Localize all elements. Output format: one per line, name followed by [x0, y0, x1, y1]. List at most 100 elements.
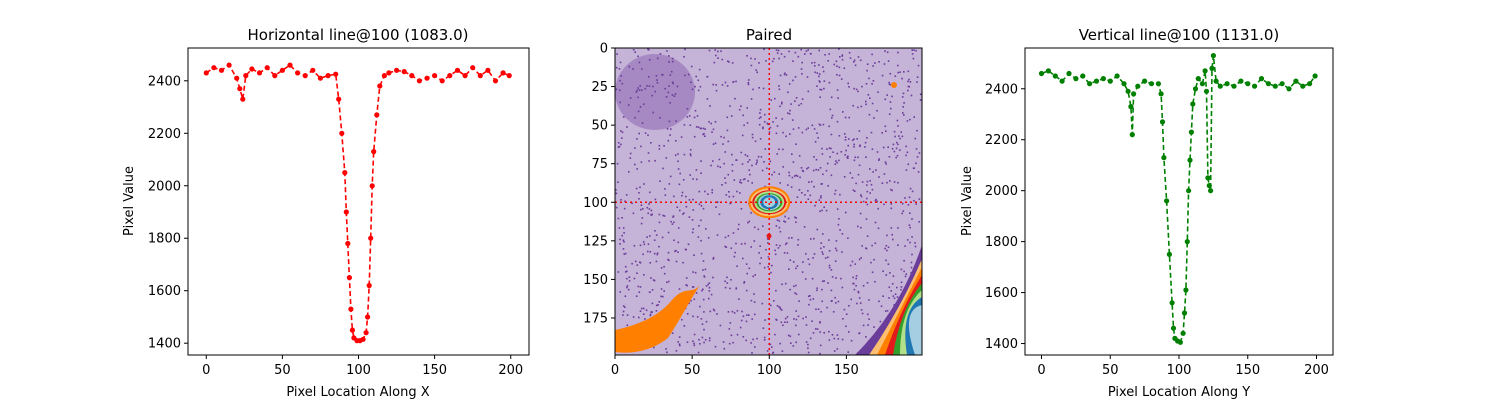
speckle	[700, 172, 702, 174]
speckle	[685, 248, 687, 251]
speckle	[667, 231, 670, 234]
speckle	[707, 237, 710, 239]
speckle	[783, 73, 786, 76]
speckle	[715, 54, 717, 57]
speckle	[760, 257, 762, 259]
speckle	[869, 97, 871, 99]
speckle	[795, 174, 798, 177]
speckle	[816, 289, 818, 292]
speckle	[836, 208, 839, 210]
speckle	[822, 123, 825, 126]
speckle	[731, 163, 734, 166]
speckle	[691, 231, 694, 234]
speckle	[702, 288, 704, 291]
vertical-plot-data-point	[1186, 188, 1192, 194]
speckle	[624, 306, 626, 308]
speckle	[784, 317, 787, 320]
speckle	[746, 314, 748, 316]
paired-image	[615, 48, 922, 355]
speckle	[847, 155, 849, 158]
speckle	[781, 350, 784, 352]
speckle	[852, 104, 854, 107]
speckle	[882, 270, 884, 272]
vertical-plot-xtick-label: 50	[1102, 363, 1119, 378]
speckle	[860, 257, 862, 259]
speckle	[807, 198, 810, 200]
speckle	[743, 282, 745, 284]
speckle	[750, 246, 752, 248]
speckle	[809, 53, 812, 55]
vertical-plot-marks	[1038, 53, 1318, 345]
speckle	[897, 71, 899, 74]
speckle	[715, 84, 717, 86]
speckle	[845, 325, 847, 328]
speckle	[861, 312, 864, 315]
speckle	[710, 122, 712, 125]
speckle	[885, 274, 888, 276]
horizontal-profile-plot: Horizontal line@100 (1083.0) 0 50 100 150 20…	[122, 26, 530, 400]
speckle	[830, 96, 833, 99]
speckle	[847, 144, 849, 147]
speckle	[724, 177, 726, 179]
speckle	[862, 285, 865, 287]
speckle	[902, 106, 904, 108]
speckle	[720, 50, 722, 52]
speckle	[644, 87, 647, 90]
speckle	[678, 183, 681, 186]
speckle	[786, 252, 789, 254]
speckle	[646, 85, 648, 87]
speckle	[785, 74, 788, 76]
speckle	[712, 308, 715, 311]
speckle	[807, 351, 810, 354]
speckle	[753, 293, 755, 295]
speckle	[708, 339, 711, 342]
speckle	[819, 210, 821, 213]
speckle	[759, 138, 762, 140]
speckle	[884, 98, 887, 101]
speckle	[843, 176, 846, 178]
speckle	[677, 153, 679, 155]
vertical-plot-ytick-label: 1800	[985, 235, 1018, 250]
speckle	[623, 241, 625, 243]
speckle	[858, 130, 861, 132]
speckle	[854, 263, 857, 265]
speckle	[908, 78, 910, 81]
speckle	[812, 332, 815, 334]
horizontal-plot-data-point	[346, 275, 352, 281]
speckle	[866, 69, 868, 72]
speckle	[666, 50, 668, 52]
horizontal-plot-data-point	[485, 67, 491, 73]
speckle	[859, 302, 862, 304]
speckle	[857, 173, 860, 176]
speckle	[865, 336, 867, 338]
speckle	[738, 108, 741, 111]
speckle	[736, 310, 739, 312]
speckle	[733, 255, 736, 258]
speckle	[907, 70, 910, 73]
speckle	[904, 275, 907, 278]
speckle	[631, 202, 633, 204]
speckle	[727, 140, 730, 143]
speckle	[626, 286, 628, 289]
speckle	[713, 309, 716, 312]
speckle	[789, 109, 791, 112]
speckle	[830, 147, 832, 150]
speckle	[779, 342, 781, 345]
speckle	[675, 249, 677, 252]
speckle	[778, 148, 780, 150]
speckle	[859, 212, 862, 215]
speckle	[650, 214, 652, 216]
speckle	[886, 249, 888, 252]
speckle	[816, 132, 818, 134]
speckle	[829, 108, 832, 111]
speckle	[771, 346, 773, 348]
speckle	[866, 235, 869, 237]
vertical-plot-data-point	[1052, 73, 1058, 79]
speckle	[675, 350, 678, 352]
speckle	[849, 264, 852, 267]
speckle	[776, 153, 778, 155]
speckle	[758, 62, 760, 64]
speckle	[698, 225, 700, 227]
speckle	[800, 68, 803, 70]
